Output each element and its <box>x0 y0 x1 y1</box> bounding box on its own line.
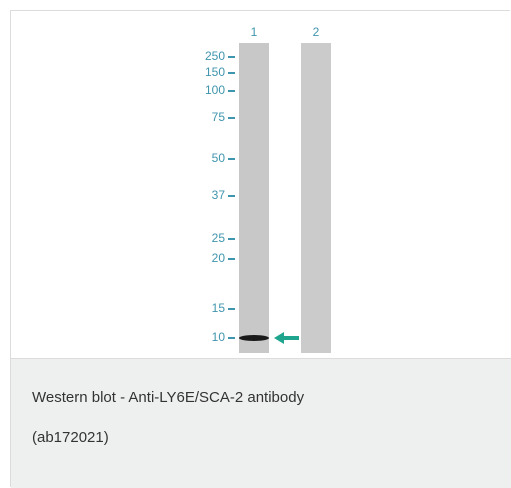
marker-label: 150 <box>205 65 225 79</box>
caption-text: Western blot - Anti-LY6E/SCA-2 antibody <box>32 389 304 406</box>
marker-label: 75 <box>212 110 226 124</box>
marker-label: 15 <box>212 301 226 315</box>
marker-label: 25 <box>212 231 226 245</box>
arrow <box>274 332 299 344</box>
marker-label: 50 <box>212 151 226 165</box>
marker-label: 20 <box>212 251 226 265</box>
page: 1 2 250 150 100 75 50 37 25 20 15 10 Western blot -… <box>0 0 511 488</box>
marker-label: 100 <box>205 83 225 97</box>
marker-label: 10 <box>212 330 226 344</box>
lane-label: 2 <box>313 25 320 39</box>
band <box>239 335 269 341</box>
marker-label: 37 <box>212 188 226 202</box>
blot-figure: 1 2 250 150 100 75 50 37 25 20 15 10 <box>11 11 511 358</box>
blot-image: 1 2 250 150 100 75 50 37 25 20 15 10 <box>11 11 511 358</box>
lane <box>239 43 269 353</box>
lane-label: 1 <box>251 25 258 39</box>
image-card: 1 2 250 150 100 75 50 37 25 20 15 10 Western blot -… <box>10 10 510 487</box>
caption-text: (ab172021) <box>32 429 109 446</box>
marker-label: 250 <box>205 49 225 63</box>
caption: Western blot - Anti-LY6E/SCA-2 antibody … <box>11 358 511 488</box>
lane <box>301 43 331 353</box>
